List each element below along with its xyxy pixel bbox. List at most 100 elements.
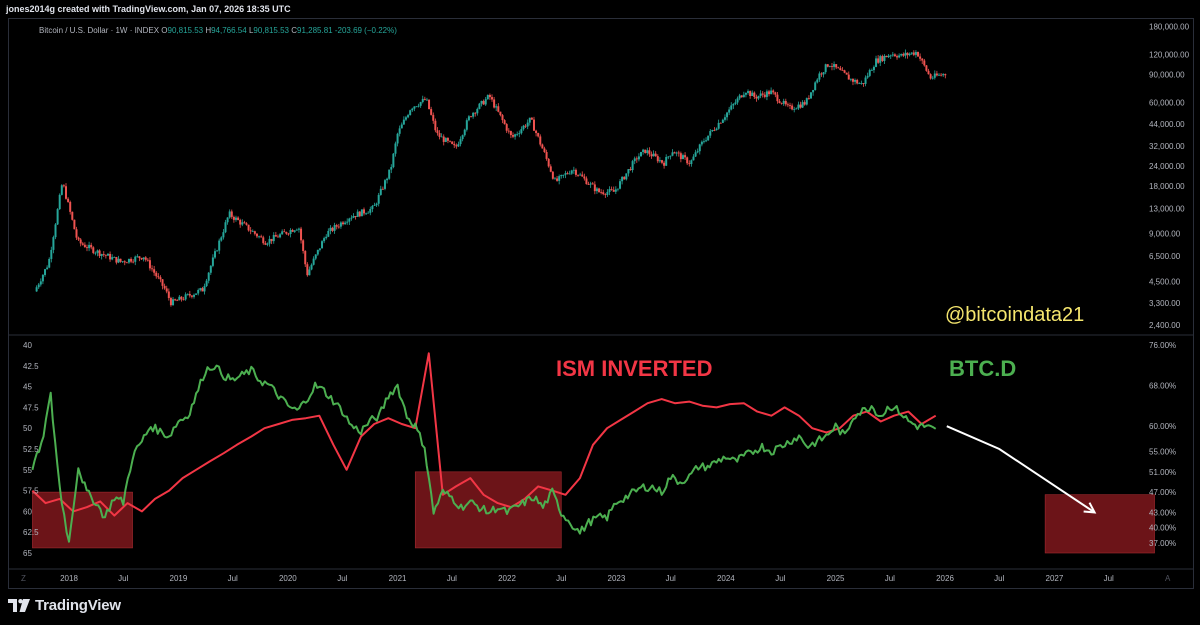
candle: [404, 115, 407, 121]
time-axis[interactable]: 2018 Jul 2019 Jul 2020 Jul 2021 Jul 2022 Jul 2023 J…: [60, 574, 1114, 583]
candle: [860, 80, 863, 85]
candle-body: [400, 124, 403, 129]
candle-body: [730, 105, 733, 110]
candle: [648, 147, 651, 157]
candle: [885, 55, 888, 58]
candle: [48, 257, 51, 269]
candle: [862, 82, 865, 87]
auto-scale-icon[interactable]: A: [1165, 574, 1171, 583]
candle: [342, 220, 345, 226]
candle: [104, 254, 107, 259]
ism-tick-label: 62.5: [23, 528, 39, 537]
candle: [642, 148, 645, 155]
candle-body: [467, 116, 470, 121]
candle-body: [671, 152, 674, 156]
price-axis[interactable]: 180,000.00 120,000.00 90,000.00 60,000.00 44…: [1149, 23, 1190, 330]
candle: [218, 238, 221, 254]
btcd-axis[interactable]: 76.00% 68.00% 60.00% 55.00% 51.00% 47.00% 43.0…: [1149, 341, 1176, 548]
candle-body: [868, 70, 871, 76]
candle: [612, 186, 615, 192]
candle: [872, 65, 875, 73]
candle: [184, 292, 187, 301]
candle-body: [421, 98, 424, 103]
candle-body: [262, 237, 265, 244]
candle-body: [117, 258, 120, 263]
candle: [608, 186, 611, 196]
candle-body: [931, 77, 934, 79]
candle: [318, 248, 321, 252]
zoom-z-icon[interactable]: Z: [21, 574, 26, 583]
ism-tick-label: 45: [23, 383, 32, 392]
candle: [587, 181, 590, 185]
candle-body: [723, 117, 726, 120]
time-tick-label: 2018: [60, 574, 78, 583]
candle: [457, 141, 460, 147]
candle: [174, 298, 177, 301]
candle-body: [698, 144, 701, 152]
candle-body: [511, 135, 514, 137]
candle-body: [799, 104, 802, 108]
candle: [232, 215, 235, 223]
candle: [113, 256, 116, 258]
candle-body: [312, 258, 315, 265]
candle: [379, 185, 382, 196]
candle: [505, 123, 508, 133]
candle: [77, 236, 80, 242]
candle: [847, 71, 850, 80]
candle-body: [740, 95, 743, 98]
candle-body: [342, 222, 345, 225]
candle: [558, 174, 561, 185]
candle: [85, 244, 88, 252]
candle-body: [67, 198, 70, 202]
candle-body: [660, 160, 663, 163]
candle-body: [856, 80, 859, 84]
candle-body: [751, 92, 754, 97]
candle-body: [585, 178, 588, 185]
candle-body: [234, 217, 237, 220]
candle: [719, 122, 722, 124]
candle-body: [505, 124, 508, 131]
candle-body: [71, 211, 74, 220]
candle: [106, 253, 109, 256]
candle-body: [247, 224, 250, 231]
candle-body: [835, 64, 838, 68]
candle: [927, 68, 930, 75]
candle: [828, 65, 831, 68]
candle-body: [902, 53, 905, 56]
candle: [300, 226, 303, 244]
candle-body: [872, 66, 875, 71]
tradingview-logo[interactable]: TradingView: [8, 597, 121, 614]
candle: [287, 232, 290, 236]
candle: [455, 143, 458, 149]
candle-body: [532, 119, 535, 131]
candle-body: [140, 258, 143, 260]
price-candles: [35, 49, 947, 307]
candle: [337, 223, 340, 229]
candle: [528, 117, 531, 126]
candle-body: [805, 98, 808, 105]
candle: [274, 231, 277, 237]
candle: [772, 89, 775, 95]
candle: [912, 50, 915, 57]
candle: [940, 73, 943, 77]
candle: [583, 173, 586, 181]
candle: [264, 241, 267, 246]
candle-body: [81, 243, 84, 245]
candle-body: [109, 253, 112, 260]
ism-axis[interactable]: 40 42.5 45 47.5 50 52.5 55 57.5 60 62.5 65: [23, 341, 39, 558]
price-tick-label: 13,000.00: [1149, 204, 1185, 213]
projection-arrow: [946, 425, 1097, 514]
candle-body: [113, 257, 116, 258]
candle-body: [230, 211, 233, 217]
candle: [449, 140, 452, 143]
candle: [728, 106, 731, 116]
candle: [75, 226, 78, 240]
candle-body: [786, 104, 789, 106]
candle: [784, 98, 787, 107]
candle: [654, 151, 657, 157]
candle-body: [816, 79, 819, 83]
candle-body: [214, 251, 216, 258]
candle-body: [602, 192, 605, 195]
chart-canvas[interactable]: Z A 180,000.00 120,000.00 90,000.00 60,000.…: [9, 19, 1193, 588]
candle-body: [346, 221, 349, 223]
